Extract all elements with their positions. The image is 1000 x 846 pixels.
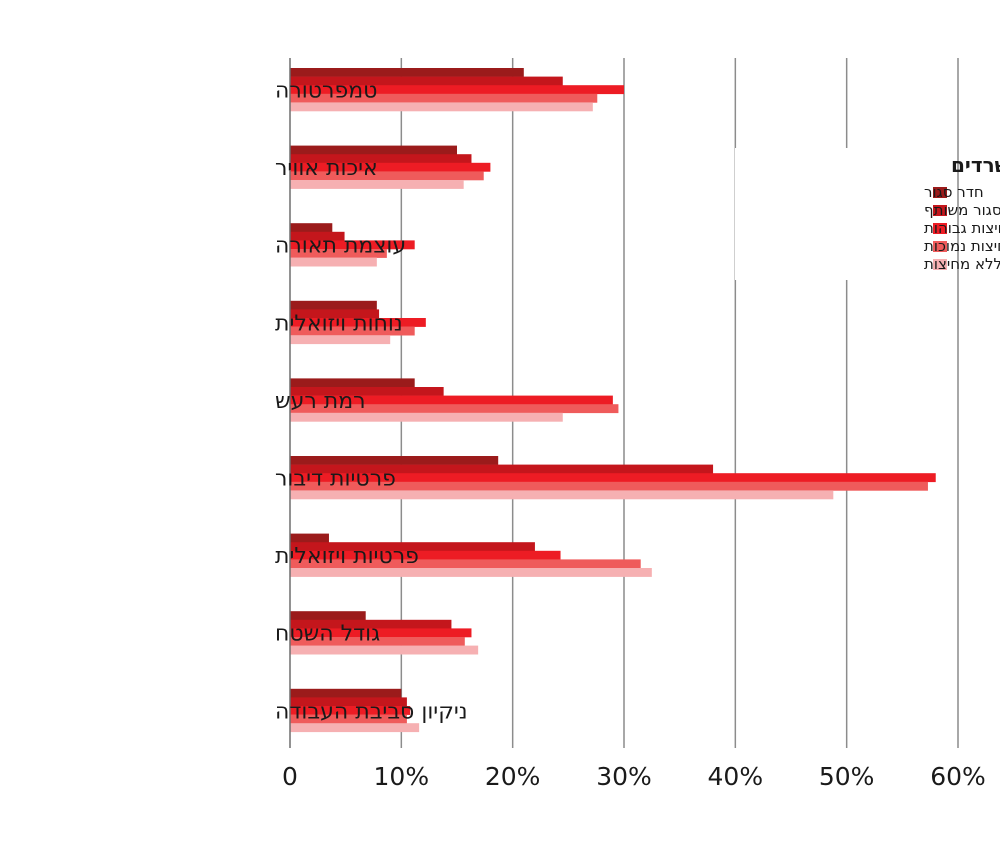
bar <box>290 706 411 715</box>
category-label: רמת רעש <box>275 389 366 414</box>
bar <box>290 412 563 422</box>
legend-title: סוגי משרדים <box>951 153 1000 177</box>
bar <box>290 473 936 483</box>
legend-swatch <box>933 259 947 270</box>
bar <box>290 404 619 414</box>
bar <box>290 257 377 267</box>
bar <box>290 481 928 491</box>
bar <box>290 568 652 577</box>
bar <box>290 249 387 258</box>
bar <box>290 697 407 707</box>
bar <box>290 628 472 638</box>
bar <box>290 171 484 181</box>
legend-background <box>735 148 955 280</box>
bar <box>290 688 402 698</box>
bar <box>290 300 377 310</box>
bar <box>290 456 499 465</box>
bar <box>290 76 563 86</box>
bar <box>290 68 524 77</box>
bar <box>290 223 333 233</box>
x-tick-label: 20% <box>485 762 541 791</box>
category-label: טמפרטורה <box>275 79 377 104</box>
bar <box>290 231 345 241</box>
bar <box>290 637 465 646</box>
x-tick-label: 10% <box>374 762 430 791</box>
bar <box>290 723 420 733</box>
category-label: עוצמת תאורה <box>275 234 406 259</box>
x-tick-label: 0 <box>282 762 298 791</box>
bar <box>290 145 457 155</box>
bar <box>290 464 714 474</box>
bar <box>290 550 561 560</box>
x-tick-label: 60% <box>930 762 986 791</box>
category-label: פרטיות דיבור <box>275 467 396 492</box>
bar <box>290 714 407 724</box>
bar <box>290 85 624 95</box>
legend-swatch <box>933 223 947 234</box>
bar <box>290 611 366 621</box>
bar <box>290 240 415 250</box>
category-label: פרטיות ויזואלית <box>275 544 419 569</box>
legend-swatch <box>933 187 947 198</box>
legend-label: חלל פתוח ללא מחיצות <box>924 255 1000 273</box>
bar <box>290 318 426 327</box>
legend: סוגי משרדיםחדר סגורחדר סגור משותףתאי עבו… <box>735 148 1000 280</box>
x-tick-label: 40% <box>708 762 764 791</box>
bar <box>290 533 329 543</box>
category-label: גודל השטח <box>275 622 380 647</box>
bar <box>290 326 415 336</box>
bar <box>290 387 444 396</box>
bar <box>290 395 613 405</box>
bar <box>290 93 598 103</box>
bar <box>290 542 535 552</box>
bar <box>290 309 380 319</box>
bar <box>290 180 464 189</box>
bar <box>290 645 479 655</box>
tick-labels: 0 10% 20% 30% 40% 50% 60% <box>282 762 986 791</box>
category-labels: טמפרטורה איכות אוויר עוצמת תאורה נוחות ויזו… <box>275 79 468 725</box>
x-tick-label: 30% <box>596 762 652 791</box>
bar <box>290 335 391 345</box>
category-label: איכות אוויר <box>275 156 378 181</box>
legend-label: תאי עבודה עם מחיצות נמוכות <box>924 237 1000 255</box>
bar <box>290 154 472 164</box>
legend-swatch <box>933 205 947 216</box>
legend-label: חדר סגור משותף <box>924 201 1000 219</box>
bar <box>290 378 415 388</box>
x-tick-label: 50% <box>819 762 875 791</box>
legend-label: חדר סגור <box>924 183 984 201</box>
bar <box>290 559 641 569</box>
legend-label: תאי עבודה עם מחיצות גבוהות <box>924 219 1000 237</box>
legend-swatch <box>933 241 947 252</box>
category-label: נוחות ויזואלית <box>275 311 403 336</box>
bar <box>290 490 834 500</box>
bar <box>290 102 593 112</box>
bars <box>290 68 936 733</box>
bar <box>290 619 452 629</box>
bar <box>290 162 491 172</box>
category-label: ניקיון סביבת העבודה <box>275 699 468 724</box>
